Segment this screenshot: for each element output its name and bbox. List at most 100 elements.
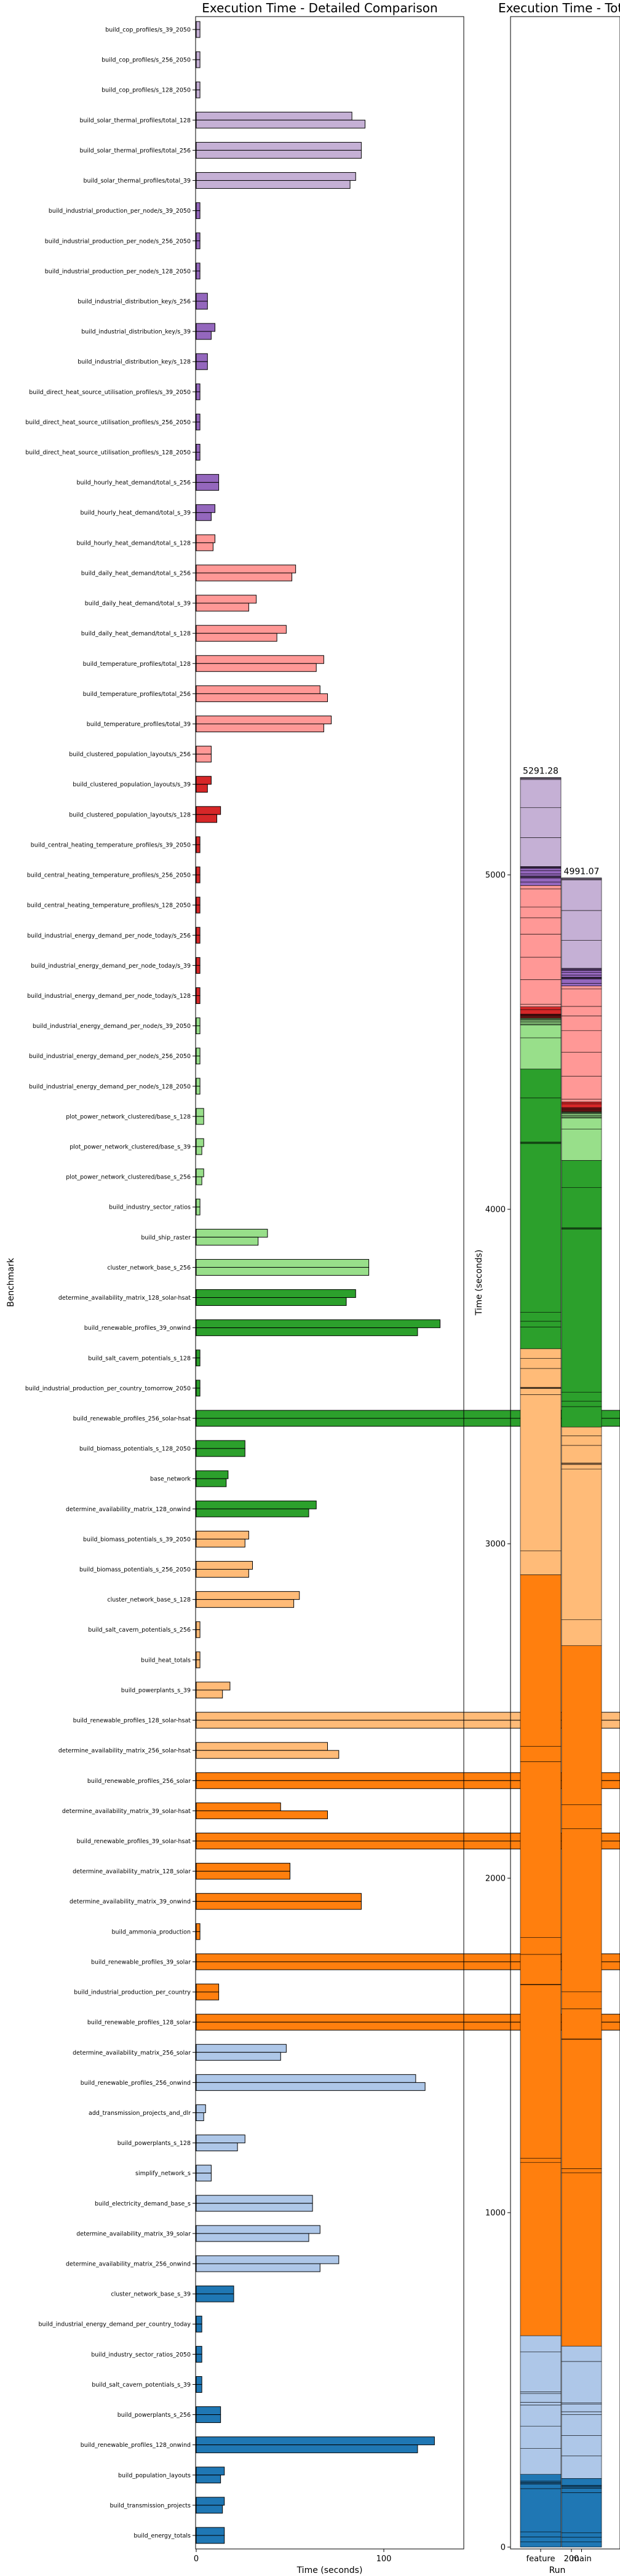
bar-feature [196, 474, 220, 483]
bar-feature [196, 444, 201, 453]
total-segment [561, 2411, 602, 2415]
y-tick-label: build_salt_cavern_potentials_s_128 [88, 1355, 191, 1362]
total-segment [561, 970, 602, 973]
bar-main [196, 1750, 340, 1759]
total-segment [520, 2402, 562, 2406]
total-segment [561, 1118, 602, 1129]
total-segment [520, 957, 562, 980]
bar-feature [196, 2104, 206, 2113]
bar-main [196, 1236, 259, 1246]
bar-feature [196, 1138, 204, 1147]
total-segment [520, 2425, 562, 2449]
y-tick-label: build_renewable_profiles_39_solar-hsat [77, 1838, 191, 1845]
total-segment [561, 1016, 602, 1031]
bar-feature [196, 2285, 234, 2294]
y-tick-label: build_ammonia_production [112, 1929, 191, 1935]
y-tick-label: build_industrial_energy_demand_per_node_… [27, 933, 191, 939]
y-tick-label: build_industrial_production_per_country_… [25, 1385, 191, 1392]
total-segment [520, 1761, 562, 1938]
y-tick-label: build_industrial_production_per_country [74, 1989, 191, 1996]
bar-feature [196, 896, 201, 906]
bar-main [196, 2353, 202, 2363]
total-segment [520, 906, 562, 919]
y-tick-label: build_renewable_profiles_128_solar-hsat [73, 1718, 191, 1725]
bar-main [196, 331, 212, 340]
total-segment [561, 2542, 602, 2548]
total-segment [561, 2435, 602, 2457]
total-segment [561, 1129, 602, 1161]
total-segment [561, 1619, 602, 1646]
bar-main [196, 934, 201, 944]
bar-main [196, 2021, 620, 2031]
total-segment [561, 1445, 602, 1464]
bar-feature [196, 715, 332, 724]
y-tick-label: determine_availability_matrix_256_onwind [66, 2261, 191, 2268]
y-tick-label: 0 [501, 2543, 506, 2553]
y-tick-label: build_cop_profiles/s_39_2050 [105, 27, 191, 34]
bar-main [196, 1418, 620, 1427]
total-segment [561, 1401, 602, 1407]
total-segment [520, 874, 562, 877]
total-segment [561, 1160, 602, 1188]
total-segment [520, 1551, 562, 1575]
bar-main [196, 421, 201, 430]
bar-main [196, 633, 277, 642]
total-segment [520, 2474, 562, 2482]
bar-main [196, 1388, 201, 1397]
bar-feature [196, 625, 287, 634]
bar-main [196, 2323, 202, 2333]
y-tick-label: build_solar_thermal_profiles/total_128 [79, 117, 191, 124]
bar-main [196, 2384, 202, 2393]
bar-feature [196, 263, 201, 272]
total-segment [520, 1312, 562, 1322]
bar-feature [196, 172, 356, 181]
y-tick-label: 3000 [485, 1540, 506, 1549]
total-segment [520, 1985, 562, 2159]
total-segment [520, 2352, 562, 2392]
total-segment [561, 1030, 602, 1053]
total-chart-title: Execution Time - Total [498, 1, 620, 15]
bar-feature [196, 81, 201, 90]
bar-feature [196, 957, 201, 966]
y-tick-label: build_industrial_energy_demand_per_node/… [29, 1053, 191, 1060]
total-segment [520, 2158, 562, 2163]
y-tick-label: 2000 [485, 1875, 506, 1884]
y-tick-label: 5000 [485, 871, 506, 880]
bar-feature [196, 836, 201, 845]
bar-main [196, 1146, 202, 1155]
bar-feature [196, 2165, 212, 2174]
bar-feature [196, 2195, 313, 2204]
y-tick-label: build_energy_totals [133, 2533, 191, 2540]
total-segment [561, 2361, 602, 2403]
bar-main [196, 59, 201, 68]
total-segment [561, 974, 602, 978]
bar-feature [196, 1530, 249, 1539]
total-segment [561, 1113, 602, 1116]
x-tick-label: 100 [376, 2554, 392, 2564]
total-segment [520, 1006, 562, 1010]
bar-feature [196, 746, 212, 755]
y-tick-label: build_cop_profiles/s_128_2050 [101, 87, 191, 94]
bar-feature [196, 1500, 317, 1509]
y-tick-label: build_industrial_distribution_key/s_128 [78, 359, 191, 366]
bar-feature [196, 2497, 225, 2506]
y-tick-label: build_temperature_profiles/total_39 [87, 721, 191, 728]
bar-main [196, 301, 208, 310]
bar-feature [196, 685, 320, 694]
y-tick-label: build_clustered_population_layouts/s_256 [69, 751, 191, 758]
total-segment [561, 910, 602, 941]
y-tick-label: build_daily_heat_demand/total_s_256 [81, 570, 191, 577]
y-tick-label: build_clustered_population_layouts/s_39 [73, 781, 191, 788]
total-segment [520, 1024, 562, 1038]
bar-feature [196, 1017, 201, 1027]
total-segment [561, 1828, 602, 1993]
bar-main [196, 2293, 234, 2302]
bar-feature [196, 2255, 340, 2264]
y-tick-label: build_central_heating_temperature_profil… [27, 872, 191, 879]
bar-feature [196, 2376, 202, 2385]
y-tick-label: 1000 [485, 2209, 506, 2218]
total-segment [561, 983, 602, 987]
y-tick-label: build_heat_totals [141, 1657, 191, 1664]
total-segment [561, 2537, 602, 2543]
total-segment [561, 1104, 602, 1108]
